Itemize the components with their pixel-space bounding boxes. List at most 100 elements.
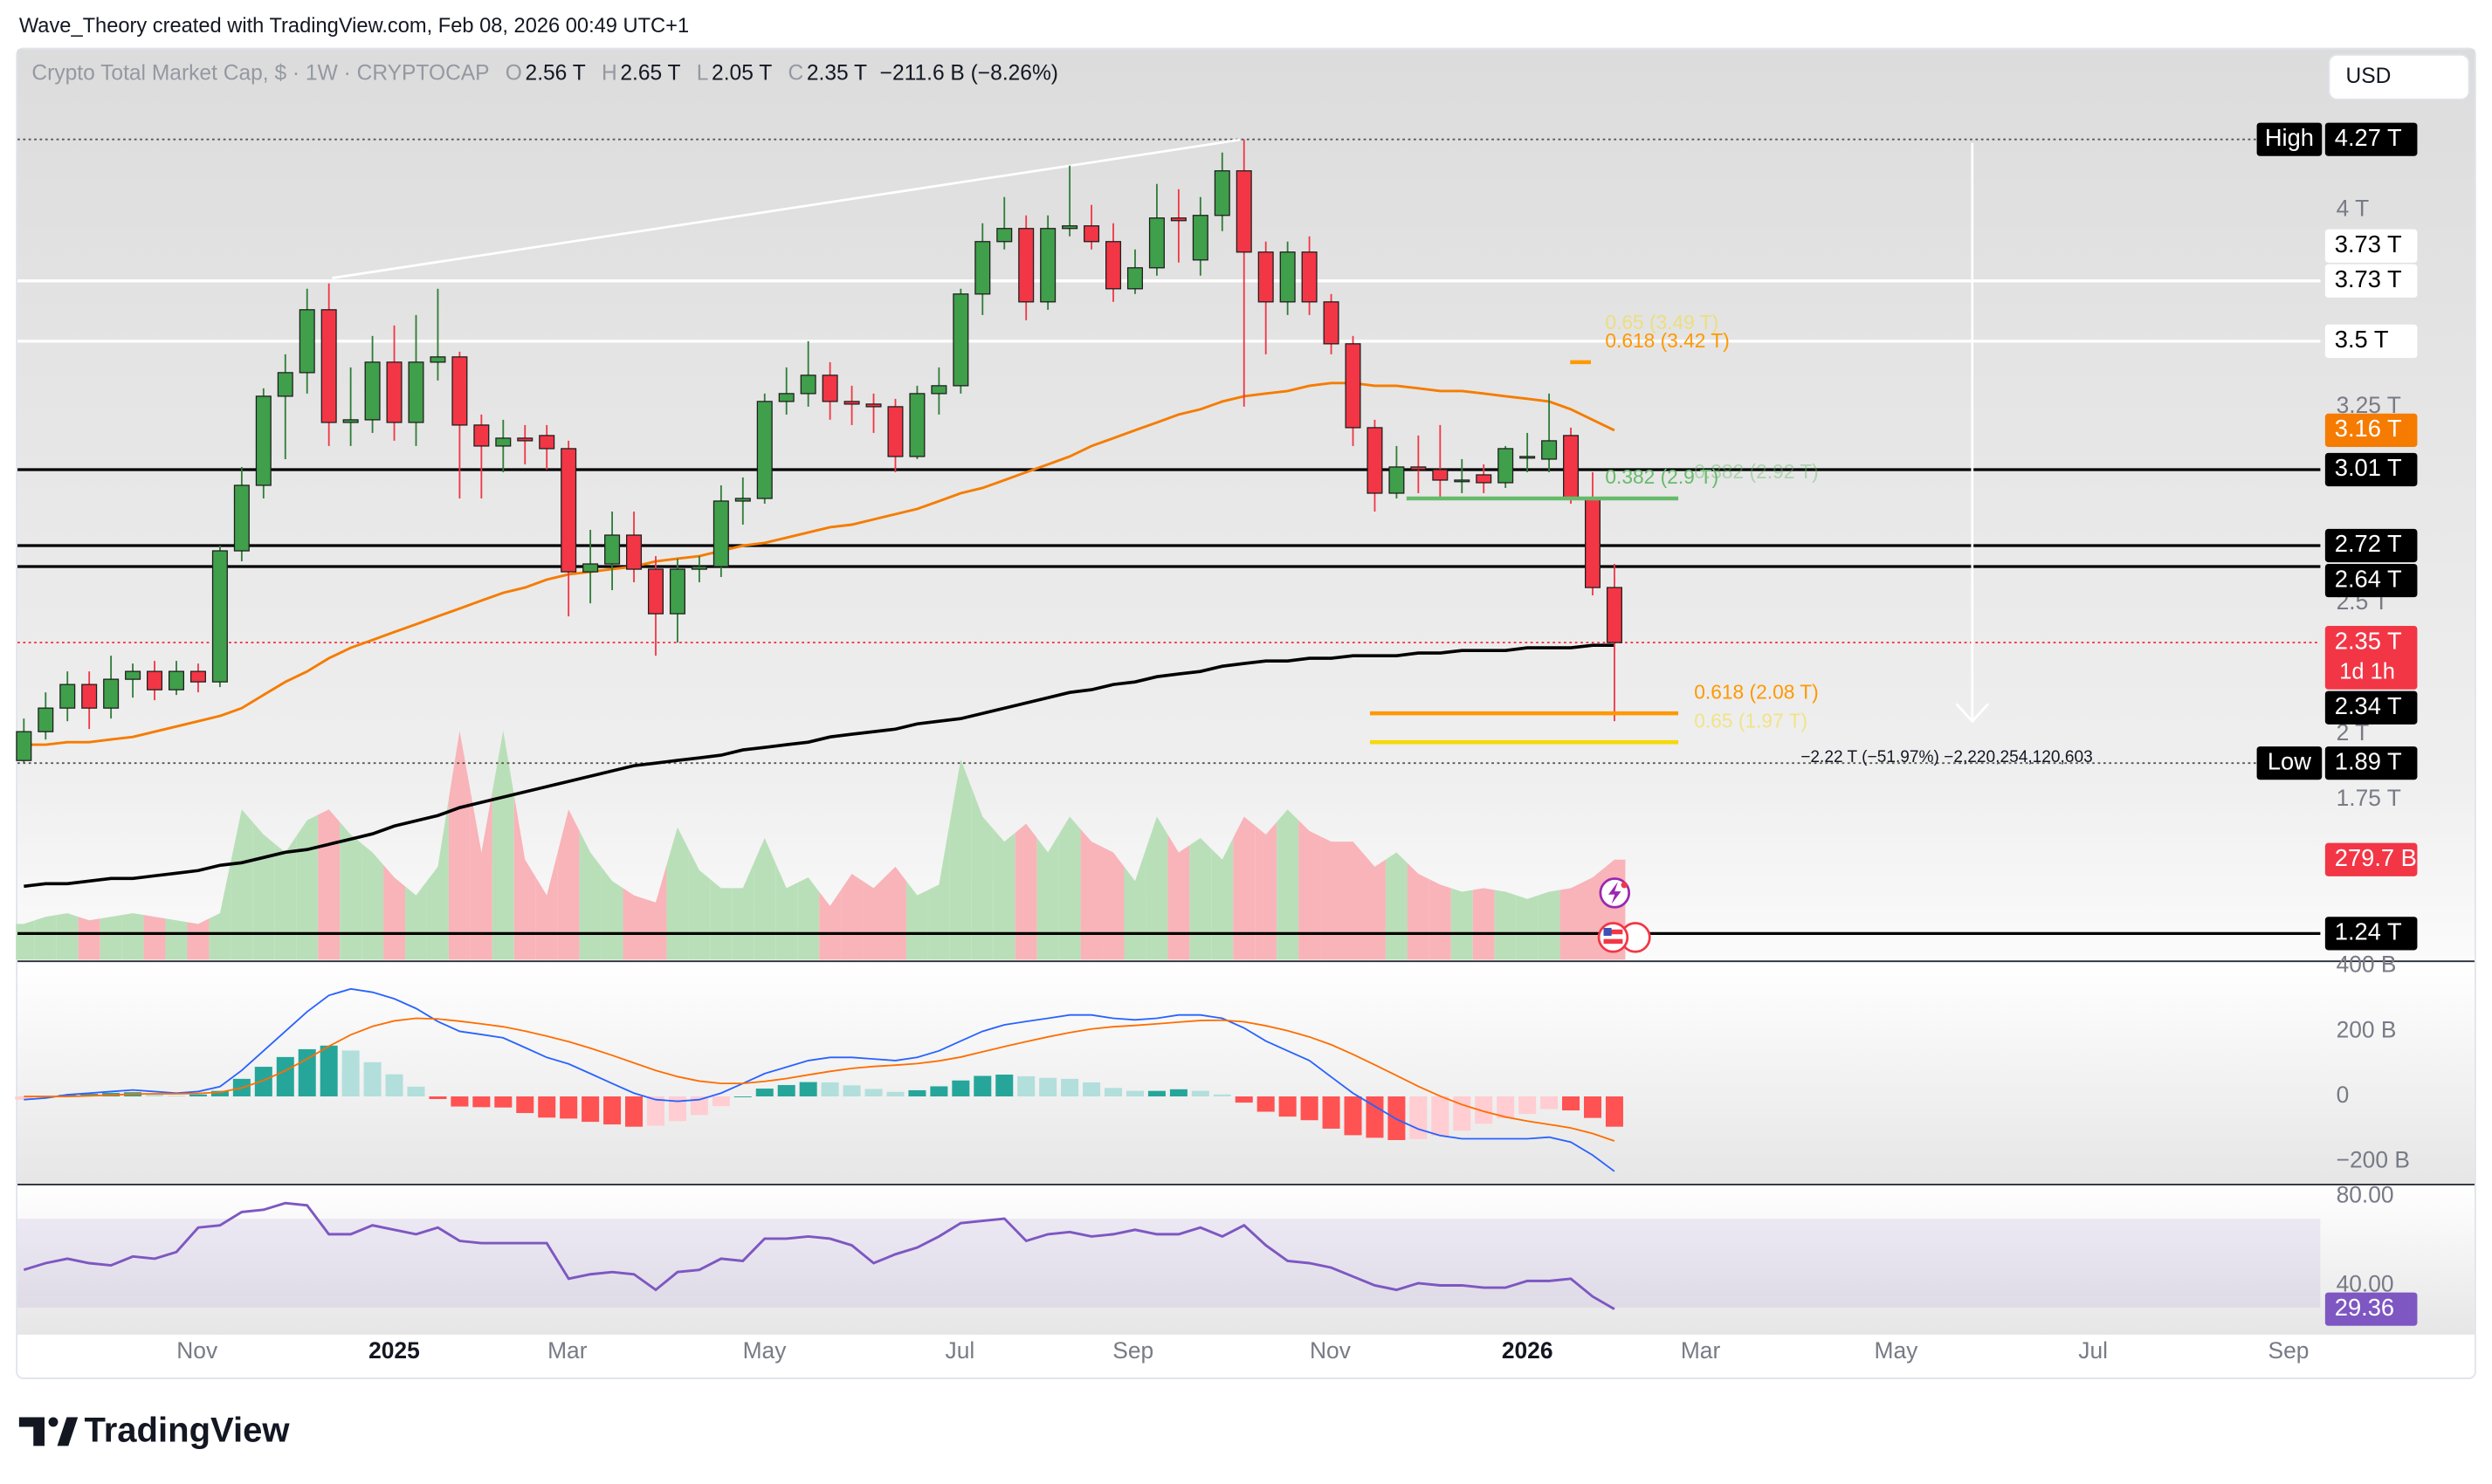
price-label-box [2324,563,2418,598]
candle-body [865,403,882,408]
y-tick-label: 1.75 T [2337,785,2401,811]
macd-histogram-bar [995,1075,1014,1097]
volume-area [841,874,864,960]
volume-area [470,791,492,960]
x-axis-label: Nov [176,1337,218,1364]
volume-area [623,888,645,960]
volume-area [16,920,35,960]
legend-item: L [697,62,709,86]
rsi-band [17,1219,2321,1309]
volume-area [56,913,79,960]
macd-histogram-bar [15,1096,33,1100]
currency-button-box[interactable] [2328,53,2470,100]
candle-body [430,356,446,363]
x-axis-label: Mar [547,1337,588,1364]
volume-area [601,866,623,960]
volume-area [1450,888,1473,960]
price-label-box [2324,264,2418,298]
macd-histogram-bar [886,1091,905,1097]
legend: Crypto Total Market Cap, $ · 1W · CRYPTO… [31,62,1058,86]
x-axis-label: May [743,1337,788,1364]
volume-area [688,848,711,960]
volume-area [165,918,188,960]
macd-histogram-bar [843,1085,861,1097]
volume-area [231,809,253,960]
price-label: 2.34 T [2335,692,2402,719]
candle-body [1062,225,1078,230]
candle-body [451,356,468,426]
candle-body [1105,241,1122,290]
volume-area [1080,828,1103,960]
macd-tick-label: −200 B [2337,1147,2410,1173]
rsi-tick-label: 40.00 [2337,1271,2394,1297]
macd-histogram-bar [538,1096,556,1118]
price-label-box [2324,625,2418,690]
volume-area [121,913,144,960]
macd-histogram-bar [1017,1075,1036,1097]
brand-name: TradingView [84,1411,290,1449]
volume-area [1342,842,1364,960]
legend-text: Crypto Total Market Cap, $ · 1W · CRYPTO… [31,62,1058,86]
price-tag: Low [2268,747,2311,774]
moving-average [24,643,1614,889]
candle-body [1040,228,1057,303]
currency-button[interactable]: USD [2328,53,2470,100]
macd-histogram-bar [1278,1096,1297,1117]
fib-label: 0.382 (2.9 T) [1605,465,1718,488]
price-label: 2.72 T [2335,530,2402,557]
macd-histogram-bar [646,1096,664,1126]
macd-histogram-bar [276,1056,294,1097]
volume-area [296,814,319,960]
macd-histogram-bar [1322,1096,1340,1129]
price-label-box [2324,122,2418,156]
price-label: 3.5 T [2335,326,2389,353]
volume-area [949,759,972,960]
volume-area [405,881,427,960]
candle-body [1541,440,1558,460]
macd-histogram-bar [341,1050,360,1097]
volume-area [1058,816,1081,960]
candle-body [996,228,1013,243]
volume-area [1494,890,1517,960]
candle-body [756,401,773,499]
macd-histogram-bar [1061,1078,1079,1097]
macd-histogram-bar [1169,1089,1187,1097]
volume-area [557,809,580,960]
volume-area [318,809,341,960]
macd-pane [17,962,2475,1184]
candle-body [582,563,599,573]
projection-arrow [1955,142,1990,724]
candle-body [1519,456,1536,459]
macd-histogram-bar [210,1090,229,1097]
volume-area [1167,834,1190,960]
volume-area [1036,834,1059,960]
macd-histogram-bar [1583,1096,1602,1118]
volume-area [1233,816,1256,960]
macd-histogram-bar [494,1096,513,1108]
price-label: 4.27 T [2335,124,2402,151]
volume-area [252,821,275,960]
logo-mark [48,1417,59,1427]
volume-area [383,864,406,960]
volume-area [971,787,994,960]
candle-body [473,424,490,447]
volume-area [927,821,950,960]
price-label-box [2324,528,2418,563]
trend-line [332,138,1240,279]
macd-histogram-bar [1475,1096,1493,1124]
volume-area [1428,879,1451,960]
macd-tick-label: 0 [2337,1082,2350,1108]
volume-area [1015,823,1037,960]
candle-body [125,670,141,680]
economic-event-icon[interactable] [1597,922,1629,953]
legend-item: 2.35 T [807,62,867,86]
candle-body [408,361,424,423]
currency-button-label[interactable]: USD [2346,65,2392,88]
macd-histogram-bar [755,1089,774,1097]
candle-body [1323,301,1339,345]
candle-body [800,374,816,395]
macd-histogram-bar [59,1095,77,1097]
volume-area [448,731,471,960]
candle-body [1126,267,1143,290]
